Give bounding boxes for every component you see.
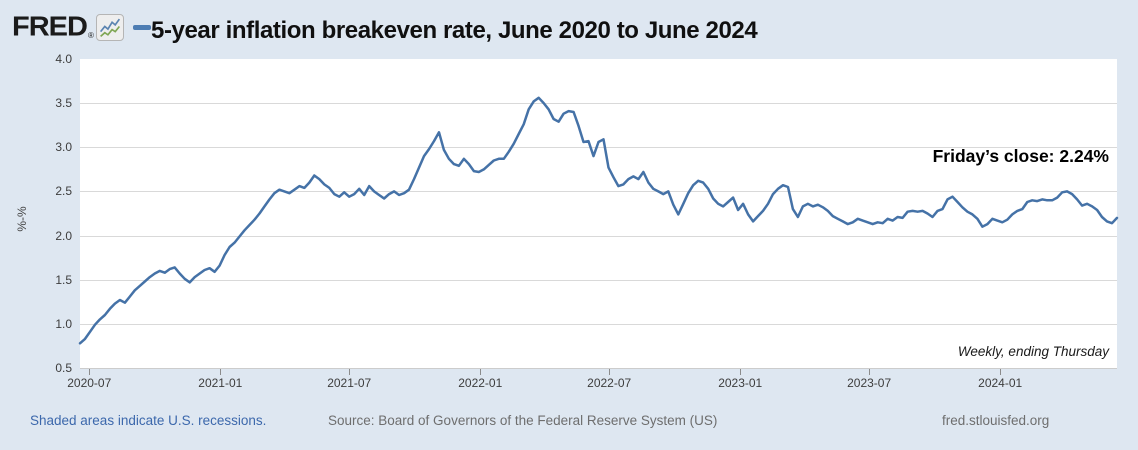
logo-dash-icon bbox=[132, 25, 151, 30]
chart-title: 5-year inflation breakeven rate, June 20… bbox=[151, 17, 758, 44]
footer: Shaded areas indicate U.S. recessions. S… bbox=[0, 410, 1138, 434]
fred-sparkline-icon bbox=[95, 14, 124, 41]
header: FRED ® 5-year inflation breakeven rate, … bbox=[0, 0, 1138, 52]
recessions-link[interactable]: Shaded areas indicate U.S. recessions. bbox=[30, 413, 267, 428]
fred-logo-link[interactable]: FRED ® bbox=[12, 13, 151, 42]
source-note: Source: Board of Governors of the Federa… bbox=[328, 413, 718, 428]
fred-site-link[interactable]: fred.stlouisfed.org bbox=[942, 413, 1050, 428]
fred-wordmark: FRED bbox=[12, 11, 88, 43]
registered-trademark: ® bbox=[87, 31, 94, 40]
